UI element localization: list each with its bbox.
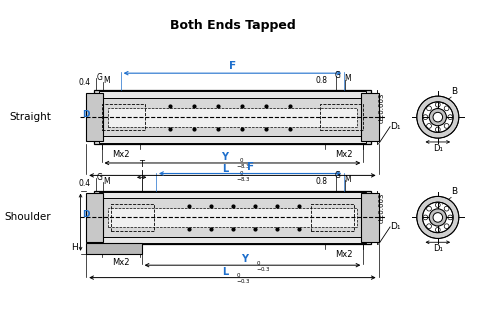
Bar: [102, 104, 144, 131]
Circle shape: [429, 209, 446, 226]
Text: Mx2: Mx2: [112, 150, 129, 159]
Circle shape: [433, 112, 443, 122]
Text: D₁: D₁: [390, 122, 400, 131]
Text: M: M: [104, 176, 110, 186]
Circle shape: [433, 213, 443, 222]
Bar: [362, 193, 378, 242]
Text: $^{0}_{-0.3}$: $^{0}_{-0.3}$: [256, 259, 271, 274]
Text: G: G: [335, 171, 341, 180]
Text: d±0.003: d±0.003: [378, 92, 384, 123]
Text: T: T: [139, 160, 144, 169]
Bar: [86, 243, 142, 254]
Bar: [320, 104, 364, 131]
Text: F: F: [247, 162, 253, 172]
Text: Mx2: Mx2: [336, 150, 353, 159]
Text: D: D: [83, 110, 90, 119]
Text: Mx2: Mx2: [112, 257, 129, 266]
Text: Straight: Straight: [9, 112, 51, 122]
Bar: [99, 136, 366, 143]
Text: Shoulder: Shoulder: [4, 213, 51, 222]
Text: G: G: [97, 173, 103, 182]
Text: L: L: [222, 266, 228, 277]
Wedge shape: [417, 196, 459, 239]
Text: $^{\ \ 0}_{-8.3}$: $^{\ \ 0}_{-8.3}$: [236, 169, 251, 184]
Text: G: G: [335, 71, 341, 80]
Text: d±0.003: d±0.003: [378, 193, 384, 223]
Bar: [94, 90, 371, 144]
Text: $^{0}_{-0.3}$: $^{0}_{-0.3}$: [236, 271, 251, 286]
Bar: [99, 237, 366, 243]
Text: $^{\ \ 0}_{-8.3}$: $^{\ \ 0}_{-8.3}$: [236, 156, 251, 171]
Bar: [362, 93, 378, 141]
Text: G: G: [97, 72, 103, 82]
Text: Both Ends Tapped: Both Ends Tapped: [169, 19, 295, 32]
Bar: [311, 204, 354, 231]
Text: Y: Y: [242, 254, 249, 264]
Bar: [111, 204, 154, 231]
Text: H: H: [71, 242, 78, 252]
Text: Y: Y: [221, 152, 228, 162]
Bar: [86, 193, 104, 242]
Text: B: B: [451, 87, 457, 96]
Bar: [99, 91, 366, 98]
Text: 0.4: 0.4: [79, 78, 91, 87]
Circle shape: [429, 109, 446, 126]
Bar: [108, 208, 357, 227]
Text: D₁: D₁: [433, 144, 443, 153]
Text: 0.8: 0.8: [316, 76, 328, 85]
Text: M: M: [104, 76, 110, 85]
Bar: [86, 93, 104, 141]
Text: M: M: [344, 74, 351, 84]
Bar: [108, 108, 357, 127]
Text: B: B: [451, 188, 457, 196]
Text: D: D: [83, 210, 90, 219]
Text: 0.8: 0.8: [316, 176, 328, 186]
Text: Mx2: Mx2: [336, 250, 353, 259]
Bar: [94, 191, 371, 244]
Text: L: L: [222, 164, 228, 175]
Text: F: F: [229, 61, 236, 71]
Text: D₁: D₁: [390, 223, 400, 231]
Bar: [99, 192, 366, 198]
Text: M: M: [344, 175, 351, 184]
Text: D₁: D₁: [433, 244, 443, 253]
Wedge shape: [417, 96, 459, 138]
Text: 0.4: 0.4: [79, 178, 91, 188]
